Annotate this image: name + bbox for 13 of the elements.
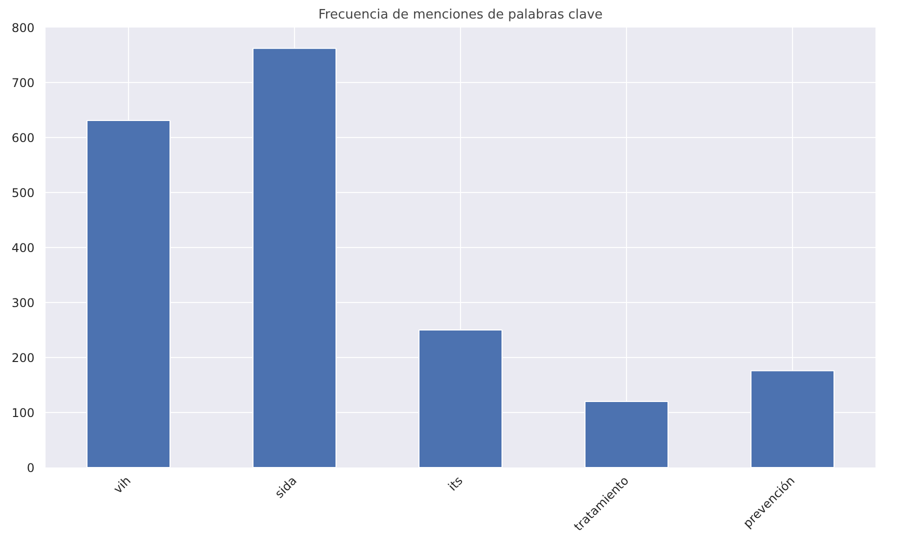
y-tick-label: 100 (12, 406, 34, 420)
x-tick-label: its (445, 474, 466, 494)
x-tick-label: vih (110, 474, 134, 496)
y-tick-label: 600 (12, 131, 34, 145)
x-tick-label: sida (272, 474, 300, 501)
y-tick-label: 300 (12, 296, 34, 310)
y-tick-label: 700 (12, 76, 34, 90)
chart-title: Frecuencia de menciones de palabras clave (318, 8, 603, 22)
y-tick-label: 0 (26, 461, 35, 475)
y-tick-label: 400 (12, 241, 34, 255)
y-tick-label: 200 (12, 351, 34, 365)
y-tick-label: 500 (12, 186, 34, 200)
y-tick-label: 800 (12, 21, 34, 35)
